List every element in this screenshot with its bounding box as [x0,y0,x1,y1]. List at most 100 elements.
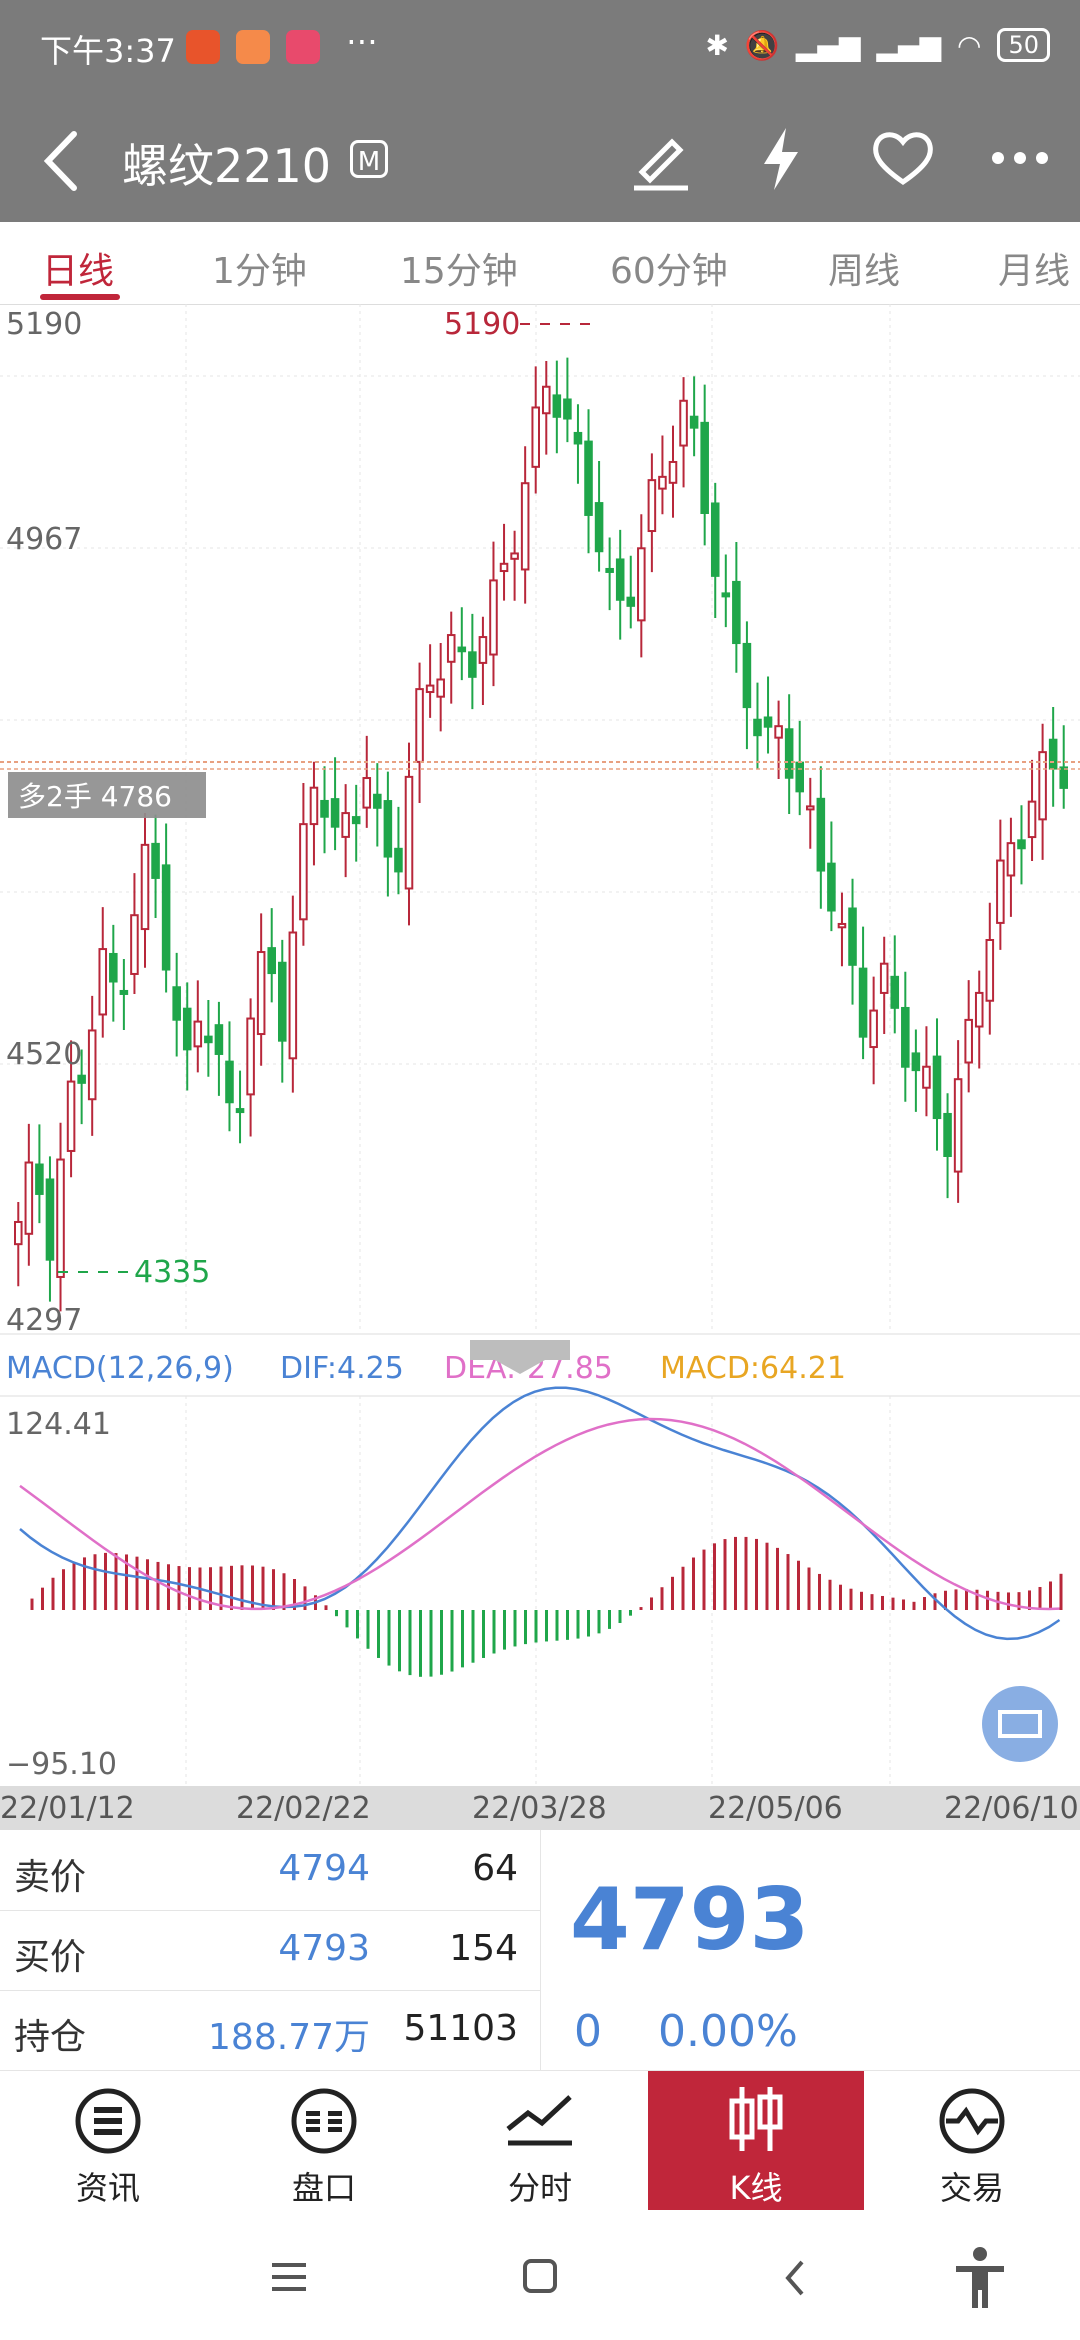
more-icon[interactable] [990,148,1050,168]
buy-price[interactable]: 4793 [278,1928,370,1969]
candle-body [204,1035,213,1044]
nav-trade[interactable]: 交易 [864,2071,1080,2211]
candle-body [753,718,762,737]
main-contract-badge: M [350,140,388,178]
candle-body [151,842,160,879]
kline-labels: 5190 4967 4520 4297 5190 4335 [6,307,590,1338]
nav-timeshare-label: 分时 [507,2169,572,2207]
macd-bar [482,1610,485,1658]
dif-line [19,1386,1061,1641]
macd-bar [933,1593,937,1610]
x-label-2: 22/03/28 [472,1791,607,1826]
home-icon[interactable] [522,2258,558,2294]
y-label-high: 5190 [6,307,82,342]
macd-bar [765,1542,769,1610]
macd-bar [1007,1592,1010,1610]
bottom-nav: 资讯 盘口 分时 K线 交易 [0,2070,1080,2211]
news-icon [75,2088,141,2154]
sell-row: 卖价 4794 64 [0,1830,540,1911]
bluetooth-icon: ✱ [705,28,729,62]
macd-bar [954,1589,958,1610]
candle-body [35,1163,44,1195]
candle-body [182,1007,192,1051]
macd-bar [503,1610,506,1650]
macd-bar [240,1565,244,1610]
candle-body [446,634,456,663]
candle-body [499,562,509,573]
macd-bar [1059,1573,1063,1610]
tab-60min[interactable]: 60分钟 [610,251,728,292]
candle-body [457,646,467,653]
macd-bar [671,1576,674,1610]
tab-daily[interactable]: 日线 [42,251,115,292]
candle-body [795,761,805,793]
candle-body [373,793,382,809]
x-label-1: 22/02/22 [236,1791,371,1826]
macd-bar [156,1561,160,1610]
app-notification-icon [186,30,220,64]
sell-price[interactable]: 4794 [278,1848,370,1889]
macd-bar [408,1610,412,1676]
draw-icon[interactable] [628,128,692,192]
macd-bar [125,1554,128,1610]
nav-orderbook[interactable]: 盘口 [216,2071,432,2211]
candle-body [140,843,150,931]
candle-body [647,479,657,533]
candle-body [953,1078,963,1173]
tab-1min[interactable]: 1分钟 [212,251,307,292]
candle-body [130,914,139,975]
tab-weekly[interactable]: 周线 [828,251,901,292]
kline-chart-area[interactable]: 5190 4967 4520 4297 5190 4335 多2手 4786 M… [0,304,1080,1830]
candle-body [394,847,403,873]
macd-bar [870,1594,874,1610]
x-label-3: 22/05/06 [708,1791,843,1826]
back-icon[interactable] [36,128,86,194]
tab-15min[interactable]: 15分钟 [400,251,518,292]
macd-bar [188,1567,191,1610]
candle-body [119,989,129,995]
candle-body [827,862,836,912]
status-bar: 下午3:37 ⋯ ✱ 🔕 ▂▄▆ ▂▄▆ ◠ 50 [0,0,1080,100]
macd-bar [965,1589,968,1610]
macd-bar [471,1610,475,1663]
candle-body [1006,842,1016,877]
nav-timeshare[interactable]: 分时 [432,2071,648,2211]
tab-monthly[interactable]: 月线 [998,251,1071,292]
buy-row: 买价 4793 154 [0,1910,540,1991]
macd-bar [1049,1581,1052,1610]
candle-body [267,947,277,975]
candle-body [784,728,794,779]
nav-kline[interactable]: K线 [648,2071,864,2211]
candle-body [964,1018,973,1064]
panel-collapse-handle[interactable] [470,1340,570,1374]
macd-bar [891,1597,895,1610]
macd-bar [618,1610,622,1623]
back-nav-icon[interactable] [780,2258,810,2298]
y-label-low: 4297 [6,1303,82,1338]
macd-top-label: 124.41 [6,1407,111,1442]
macd-bar [881,1595,884,1610]
macd-bar [345,1610,349,1628]
accessibility-icon[interactable] [952,2246,1008,2310]
candle-body [1048,738,1058,770]
candle-body [330,798,340,828]
macd-bar [461,1610,464,1668]
change-percent: 0.00% [658,2006,798,2057]
candle-body [77,1074,86,1084]
macd-bar [944,1590,947,1610]
macd-bar [272,1569,275,1610]
flash-order-icon[interactable] [756,126,806,192]
macd-bar [93,1554,97,1610]
candle-body [341,812,350,838]
nav-news[interactable]: 资讯 [0,2071,216,2211]
menu-icon[interactable] [270,2260,310,2294]
candle-body [848,907,857,966]
kline-icon [729,2087,783,2151]
macd-bar [629,1610,632,1616]
candle-body [890,975,900,1009]
favorite-icon[interactable] [870,128,936,188]
macd-bar [51,1577,55,1610]
candle-body [288,931,298,1060]
float-window-button[interactable] [982,1686,1058,1762]
macd-bar [419,1610,422,1677]
